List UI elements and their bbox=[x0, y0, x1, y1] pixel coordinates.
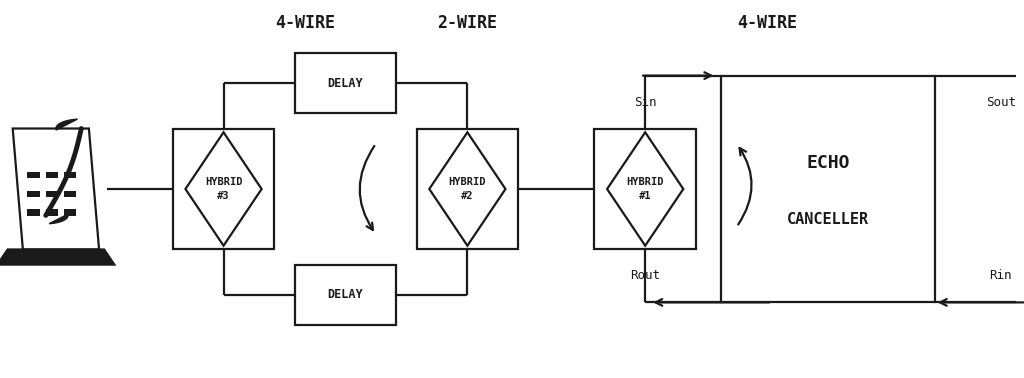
Text: CANCELLER: CANCELLER bbox=[787, 212, 869, 227]
Text: ECHO: ECHO bbox=[806, 153, 850, 172]
Polygon shape bbox=[12, 129, 99, 249]
Text: Sin: Sin bbox=[634, 96, 656, 108]
Text: 4-WIRE: 4-WIRE bbox=[274, 14, 335, 32]
Bar bbox=[65, 172, 76, 178]
Bar bbox=[594, 129, 696, 249]
Bar bbox=[417, 129, 518, 249]
Polygon shape bbox=[0, 249, 115, 265]
Polygon shape bbox=[56, 119, 77, 130]
Bar bbox=[46, 172, 58, 178]
Text: 2-WIRE: 2-WIRE bbox=[437, 14, 498, 32]
Text: Sout: Sout bbox=[986, 96, 1016, 108]
Bar bbox=[295, 53, 396, 113]
Text: DELAY: DELAY bbox=[328, 288, 364, 301]
Text: DELAY: DELAY bbox=[328, 77, 364, 90]
Bar bbox=[295, 265, 396, 325]
Bar bbox=[46, 209, 58, 216]
Bar bbox=[721, 76, 935, 302]
Bar bbox=[46, 191, 58, 197]
Text: Rin: Rin bbox=[989, 270, 1012, 282]
Text: HYBRID
#1: HYBRID #1 bbox=[627, 177, 664, 201]
Text: HYBRID
#3: HYBRID #3 bbox=[205, 177, 243, 201]
Text: HYBRID
#2: HYBRID #2 bbox=[449, 177, 486, 201]
Bar bbox=[28, 191, 40, 197]
Text: 4-WIRE: 4-WIRE bbox=[737, 14, 797, 32]
Bar bbox=[173, 129, 274, 249]
Bar bbox=[28, 172, 40, 178]
Polygon shape bbox=[49, 214, 68, 224]
Bar bbox=[65, 209, 76, 216]
Bar bbox=[65, 191, 76, 197]
Text: Rout: Rout bbox=[630, 270, 660, 282]
Bar bbox=[28, 209, 40, 216]
